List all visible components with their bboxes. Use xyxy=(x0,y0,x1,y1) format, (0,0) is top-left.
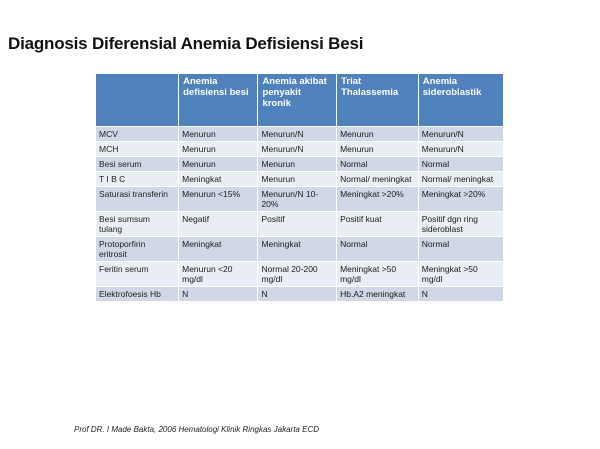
row-label: Besi serum xyxy=(96,157,179,171)
table-row: Feritin serum Menurun <20 mg/dl Normal 2… xyxy=(96,262,503,286)
row-label: Elektrofoesis Hb xyxy=(96,287,179,301)
table-cell: Meningkat xyxy=(258,237,337,261)
row-label: Besi sumsum tulang xyxy=(96,212,179,236)
table-header-row: Anemia defisiensi besi Anemia akibat pen… xyxy=(96,74,503,126)
table-cell: Positif xyxy=(258,212,337,236)
table-cell: Menurun xyxy=(337,127,418,141)
table-cell: Menurun/N xyxy=(418,127,503,141)
table-row: Elektrofoesis Hb N N Hb.A2 meningkat N xyxy=(96,287,503,301)
table-row: Besi sumsum tulang Negatif Positif Posit… xyxy=(96,212,503,236)
table-cell: Menurun xyxy=(179,142,258,156)
page-title: Diagnosis Diferensial Anemia Defisiensi … xyxy=(8,34,364,53)
table-row: MCV Menurun Menurun/N Menurun Menurun/N xyxy=(96,127,503,141)
table-cell: Normal/ meningkat xyxy=(337,172,418,186)
table-cell: Menurun/N xyxy=(258,142,337,156)
citation-footer: Prof DR. I Made Bakta, 2006 Hematologi K… xyxy=(74,425,319,434)
table-cell: Negatif xyxy=(179,212,258,236)
table-cell: Menurun/N 10-20% xyxy=(258,187,337,211)
header-cell: Anemia sideroblastik xyxy=(418,74,503,126)
table-cell: N xyxy=(418,287,503,301)
row-label: MCH xyxy=(96,142,179,156)
table-cell: Menurun <20 mg/dl xyxy=(179,262,258,286)
table-row: Saturasi transferin Menurun <15% Menurun… xyxy=(96,187,503,211)
row-label: Saturasi transferin xyxy=(96,187,179,211)
table-cell: Menurun/N xyxy=(258,127,337,141)
table-cell: Normal xyxy=(418,157,503,171)
row-label: Protoporfirin eritrosit xyxy=(96,237,179,261)
table-cell: Menurun xyxy=(258,172,337,186)
header-cell: Triat Thalassemia xyxy=(337,74,418,126)
row-label: Feritin serum xyxy=(96,262,179,286)
header-cell xyxy=(96,74,179,126)
row-label: MCV xyxy=(96,127,179,141)
table-cell: Normal xyxy=(337,237,418,261)
table-cell: Meningkat >20% xyxy=(418,187,503,211)
table-cell: Normal xyxy=(337,157,418,171)
table-cell: Menurun/N xyxy=(418,142,503,156)
table-cell: N xyxy=(179,287,258,301)
header-cell: Anemia akibat penyakit kronik xyxy=(258,74,337,126)
table-cell: Menurun xyxy=(179,157,258,171)
table-cell: Menurun <15% xyxy=(179,187,258,211)
table-row: T I B C Meningkat Menurun Normal/ mening… xyxy=(96,172,503,186)
table-cell: Positif kuat xyxy=(337,212,418,236)
table-cell: Positif dgn ring sideroblast xyxy=(418,212,503,236)
table-row: Besi serum Menurun Menurun Normal Normal xyxy=(96,157,503,171)
table-cell: Meningkat >50 mg/dl xyxy=(337,262,418,286)
table-cell: N xyxy=(258,287,337,301)
table-cell: Menurun xyxy=(337,142,418,156)
table-cell: Normal/ meningkat xyxy=(418,172,503,186)
table-cell: Meningkat xyxy=(179,237,258,261)
header-cell: Anemia defisiensi besi xyxy=(179,74,258,126)
table-cell: Menurun xyxy=(179,127,258,141)
table-cell: Meningkat >50 mg/dl xyxy=(418,262,503,286)
table-cell: Hb.A2 meningkat xyxy=(337,287,418,301)
differential-diagnosis-table: Anemia defisiensi besi Anemia akibat pen… xyxy=(95,73,504,302)
row-label: T I B C xyxy=(96,172,179,186)
table-cell: Meningkat xyxy=(179,172,258,186)
table-cell: Normal 20-200 mg/dl xyxy=(258,262,337,286)
table-cell: Menurun xyxy=(258,157,337,171)
table-cell: Meningkat >20% xyxy=(337,187,418,211)
table-row: MCH Menurun Menurun/N Menurun Menurun/N xyxy=(96,142,503,156)
table-cell: Normal xyxy=(418,237,503,261)
table-row: Protoporfirin eritrosit Meningkat Mening… xyxy=(96,237,503,261)
